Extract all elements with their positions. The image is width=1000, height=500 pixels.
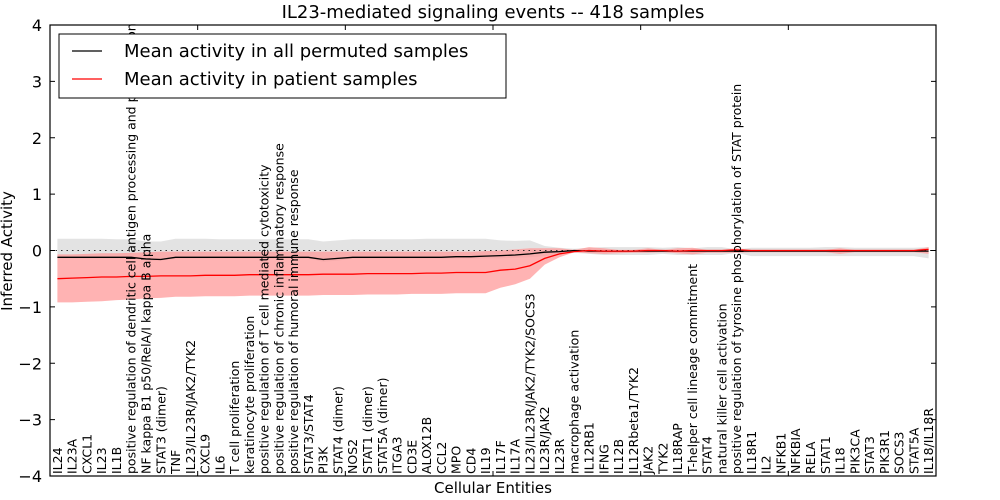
band-patient bbox=[57, 247, 929, 303]
legend: Mean activity in all permuted samples Me… bbox=[58, 33, 507, 99]
x-tick-label: IL24 bbox=[50, 447, 65, 474]
x-tick-label: RELA bbox=[803, 441, 818, 474]
x-tick-label: PIK3R1 bbox=[877, 430, 892, 474]
x-tick-label: MPO bbox=[449, 446, 464, 474]
x-tick-label: IL23 bbox=[94, 447, 109, 474]
x-tick-label: CXCL9 bbox=[198, 434, 213, 474]
legend-label-permuted: Mean activity in all permuted samples bbox=[124, 41, 468, 62]
x-tick-label: ALOX12B bbox=[419, 417, 434, 474]
x-tick-label: IL18/IL18R bbox=[921, 408, 936, 474]
x-tick-label: IL17F bbox=[493, 440, 508, 474]
x-tick-label: IL18RAP bbox=[670, 423, 685, 474]
x-tick-label: STAT1 (dimer) bbox=[360, 386, 375, 474]
x-tick-label: positive regulation of dendritic cell an… bbox=[124, 23, 139, 474]
x-tick-label: STAT3 bbox=[862, 436, 877, 474]
y-tick-label: −1 bbox=[18, 298, 42, 317]
x-tick-label: IL12B bbox=[611, 439, 626, 474]
series-lines bbox=[50, 248, 936, 280]
x-tick-label: TNF bbox=[168, 450, 183, 475]
x-tick-label: NF kappa B1 p50/RelA/I kappa B alpha bbox=[139, 234, 154, 474]
x-tick-label: CD3E bbox=[404, 440, 419, 474]
x-tick-label: IL6 bbox=[212, 455, 227, 474]
x-tick-label: positive regulation of T cell mediated c… bbox=[257, 164, 272, 474]
x-tick-label: natural killer cell activation bbox=[714, 303, 729, 474]
x-tick-label: STAT5A (dimer) bbox=[375, 378, 390, 474]
bands bbox=[57, 238, 929, 303]
legend-box bbox=[58, 33, 507, 99]
x-tick-label: IL23/IL23R/JAK2/TYK2/SOCS3 bbox=[522, 293, 537, 474]
x-tick-label: positive regulation of humoral immune re… bbox=[286, 169, 301, 474]
x-tick-label: NOS2 bbox=[345, 439, 360, 474]
x-tick-label: IL23/IL23R/JAK2/TYK2 bbox=[183, 340, 198, 474]
chart-title: IL23-mediated signaling events -- 418 sa… bbox=[282, 2, 705, 23]
x-tick-label: CXCL1 bbox=[79, 434, 94, 474]
x-tick-labels: IL24 IL23A CXCL1 IL23 IL1B positive regulatio… bbox=[50, 23, 936, 475]
x-tick-label: JAK2 bbox=[641, 446, 656, 475]
y-tick-label: 4 bbox=[32, 16, 42, 35]
x-tick-label: IL23R bbox=[552, 438, 567, 474]
x-tick-label: T-helper cell lineage commitment bbox=[685, 264, 700, 475]
x-tick-label: STAT1 bbox=[818, 436, 833, 474]
x-tick-label: CCL2 bbox=[434, 442, 449, 474]
y-tick-label: 2 bbox=[32, 129, 42, 148]
y-tick-label: 3 bbox=[32, 72, 42, 91]
y-tick-label: 0 bbox=[32, 242, 42, 261]
x-tick-label: IL2 bbox=[759, 455, 774, 474]
y-tick-label: −3 bbox=[18, 411, 42, 430]
x-tick-label: SOCS3 bbox=[892, 432, 907, 474]
line-patient bbox=[57, 248, 929, 280]
x-tick-label: positive regulation of tyrosine phosphor… bbox=[729, 84, 744, 474]
x-tick-label: IL17A bbox=[508, 438, 523, 474]
x-tick-label: STAT3 (dimer) bbox=[153, 386, 168, 474]
y-tick-label: −2 bbox=[18, 354, 42, 373]
y-tick-label: −4 bbox=[18, 467, 42, 486]
x-tick-label: macrophage activation bbox=[567, 330, 582, 474]
y-tick-label: 1 bbox=[32, 185, 42, 204]
x-tick-label: keratinocyte proliferation bbox=[242, 316, 257, 474]
x-tick-label: ITGA3 bbox=[390, 436, 405, 474]
x-axis-label: Cellular Entities bbox=[434, 479, 552, 497]
x-tick-label: IFNG bbox=[596, 444, 611, 474]
x-tick-label: IL19 bbox=[478, 447, 493, 474]
x-tick-label: NFKBIA bbox=[788, 428, 803, 474]
x-tick-label: IL1B bbox=[109, 447, 124, 474]
x-tick-label: IL12Rbeta1/TYK2 bbox=[626, 367, 641, 474]
legend-label-patient: Mean activity in patient samples bbox=[124, 69, 418, 90]
x-tick-label: CD4 bbox=[463, 448, 478, 474]
x-tick-label: IL12RB1 bbox=[582, 422, 597, 474]
x-tick-label: STAT3/STAT4 bbox=[301, 394, 316, 474]
x-tick-label: IL23A bbox=[65, 438, 80, 474]
x-tick-label: T cell proliferation bbox=[227, 361, 242, 475]
x-tick-label: NFKB1 bbox=[774, 433, 789, 474]
x-tick-label: PIK3CA bbox=[847, 429, 862, 474]
x-tick-label: STAT4 bbox=[700, 436, 715, 474]
x-tick-label: PI3K bbox=[316, 446, 331, 474]
x-tick-label: positive regulation of chronic inflammat… bbox=[271, 143, 286, 474]
x-tick-label: IL18R1 bbox=[744, 431, 759, 474]
x-tick-label: IL23R/JAK2 bbox=[537, 406, 552, 474]
x-ticks bbox=[197, 25, 789, 476]
x-tick-label: TYK2 bbox=[655, 443, 670, 475]
x-tick-label: STAT5A bbox=[906, 427, 921, 474]
y-axis-label: Inferred Activity bbox=[0, 191, 16, 311]
y-ticks: −4 −3 −2 −1 0 1 2 3 4 bbox=[18, 16, 936, 486]
x-tick-label: IL18 bbox=[833, 447, 848, 474]
x-tick-label: STAT4 (dimer) bbox=[330, 386, 345, 474]
